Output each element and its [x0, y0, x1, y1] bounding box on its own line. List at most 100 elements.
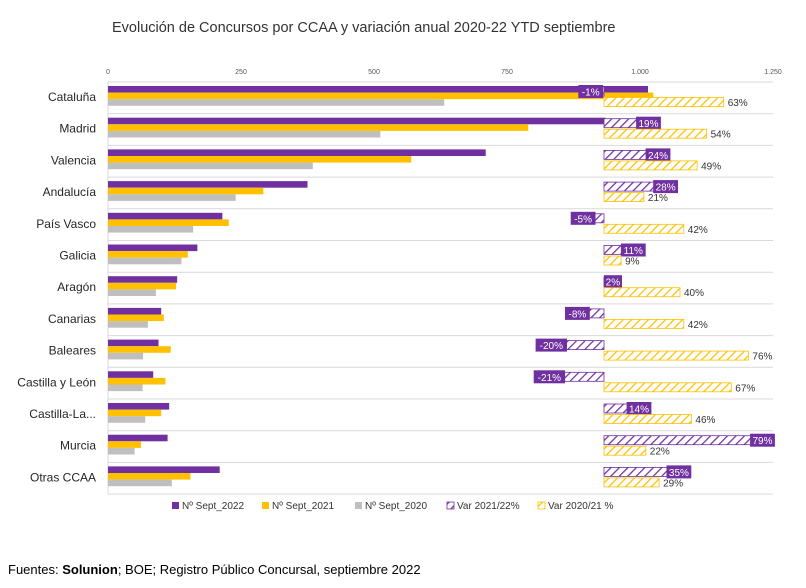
- bar: [108, 251, 188, 258]
- bar: [108, 352, 144, 360]
- data-label: 46%: [695, 415, 715, 426]
- bar: [108, 212, 223, 220]
- category-label: Castilla-La...: [29, 407, 96, 421]
- data-label: 14%: [629, 405, 649, 416]
- category-label: País Vasco: [36, 217, 96, 231]
- bar: [108, 466, 220, 473]
- chart: Evolución de Concursos por CCAA y variac…: [17, 20, 782, 512]
- bar: [108, 117, 606, 125]
- data-label: 28%: [656, 183, 676, 194]
- bar: [108, 130, 381, 138]
- data-label: 21%: [648, 193, 668, 204]
- bar: [108, 244, 198, 252]
- footer-prefix: Fuentes:: [8, 562, 63, 577]
- category-label: Aragón: [57, 280, 96, 294]
- category-label: Galicia: [59, 249, 96, 263]
- x-tick-label: 1.250: [764, 69, 782, 76]
- variation-bar: [603, 414, 692, 424]
- x-tick-labels: 0 250 500 750 1.000 1.250: [106, 69, 782, 76]
- data-label: 35%: [669, 468, 689, 479]
- data-label: 29%: [663, 478, 683, 489]
- variation-bar: [603, 287, 681, 298]
- bar: [108, 282, 177, 290]
- bar: [108, 321, 148, 328]
- legend-swatch: [446, 501, 455, 510]
- variation-bar: [603, 350, 749, 361]
- bar: [108, 447, 135, 455]
- data-label: 42%: [688, 320, 708, 331]
- x-tick-label: 750: [501, 69, 513, 76]
- grid-lines: [107, 81, 773, 495]
- variation-bar: [603, 128, 707, 139]
- category-label: Madrid: [59, 122, 96, 136]
- data-label: 67%: [735, 383, 755, 394]
- variation-bar: [603, 149, 650, 160]
- bar: [108, 473, 191, 480]
- bar: [108, 371, 154, 378]
- category-label: Murcia: [60, 439, 96, 453]
- data-label: 49%: [701, 161, 721, 172]
- source-footer: Fuentes: Solunion; BOE; Registro Público…: [8, 562, 421, 577]
- data-label: -20%: [540, 341, 563, 352]
- footer-rest: ; BOE; Registro Público Concursal, septi…: [117, 562, 421, 577]
- data-label: 79%: [752, 436, 772, 447]
- variation-label-bg: [603, 275, 622, 289]
- variation-label-bg: [653, 180, 678, 194]
- bar: [108, 257, 182, 265]
- variation-bar: [565, 340, 605, 351]
- variation-bar: [603, 466, 671, 477]
- bar: [108, 377, 166, 385]
- variation-bar: [603, 223, 685, 234]
- x-tick-label: 500: [368, 69, 380, 76]
- data-label: -5%: [574, 214, 592, 225]
- legend-swatch: [537, 501, 546, 510]
- variation-bar: [603, 192, 645, 203]
- data-label: -1%: [582, 88, 600, 99]
- data-label: 9%: [625, 257, 640, 268]
- footer-source-bold: Solunion: [62, 562, 118, 577]
- variation-label-bg: [535, 338, 567, 352]
- legend-label: Var 2020/21 %: [548, 501, 614, 512]
- bar: [108, 181, 308, 188]
- variation-bar: [603, 435, 755, 446]
- variation-bar: [603, 181, 658, 192]
- legend-label: Nº Sept_2020: [365, 501, 427, 512]
- data-label: -8%: [569, 309, 587, 320]
- bar: [108, 314, 164, 322]
- bar: [108, 226, 194, 233]
- bar: [108, 124, 529, 131]
- data-label: 63%: [728, 98, 748, 109]
- bar: [108, 194, 236, 201]
- data-label: 11%: [624, 246, 643, 257]
- category-labels: Cataluña Madrid Valencia Andalucía País Vasc…: [17, 90, 96, 484]
- bar: [108, 307, 162, 315]
- category-label: Castilla y León: [17, 375, 96, 389]
- variation-label-bg: [533, 370, 566, 384]
- data-label: 42%: [688, 225, 708, 236]
- x-tick-label: 250: [235, 69, 247, 76]
- legend-swatch: [262, 502, 269, 509]
- category-label: Canarias: [48, 312, 96, 326]
- legend-label: Var 2021/22%: [457, 501, 520, 512]
- variation-label-bg: [750, 433, 775, 447]
- legend: Nº Sept_2022 Nº Sept_2021 Nº Sept_2020 Var …: [172, 501, 614, 512]
- variation-bar: [603, 97, 725, 107]
- category-label: Cataluña: [48, 90, 96, 104]
- x-tick-label: 1.000: [631, 69, 649, 76]
- variation-label-bg: [578, 85, 604, 98]
- variation-label-bg: [620, 243, 646, 257]
- bar: [108, 156, 412, 163]
- legend-swatch: [355, 502, 362, 509]
- bar: [108, 403, 170, 410]
- chart-title: Evolución de Concursos por CCAA y variac…: [112, 20, 615, 36]
- bar: [108, 479, 172, 487]
- variation-label-bg: [666, 465, 692, 479]
- variation-label-bg: [626, 402, 652, 415]
- variation-bar: [603, 318, 685, 329]
- data-label: 76%: [752, 352, 772, 363]
- variation-bar: [603, 445, 647, 456]
- variation-label-bg: [565, 306, 590, 320]
- bar: [108, 187, 264, 195]
- variation-bar: [603, 255, 622, 266]
- data-label: 54%: [711, 130, 731, 141]
